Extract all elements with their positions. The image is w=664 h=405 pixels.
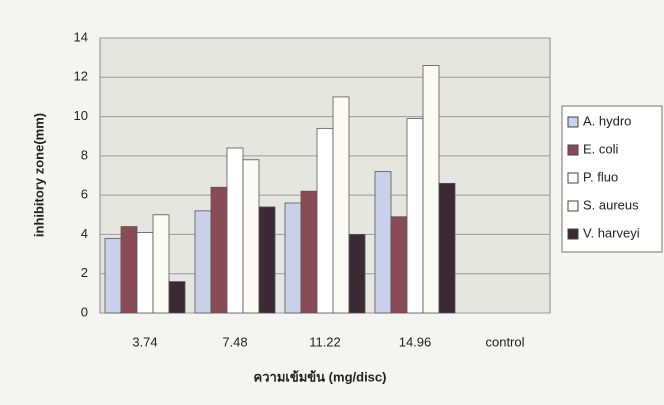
y-tick-label: 4	[81, 226, 88, 241]
y-tick-label: 14	[74, 29, 88, 44]
legend-label: S. aureus	[583, 197, 639, 212]
y-axis-label: inhibitory zone(mm)	[31, 113, 46, 237]
x-tick-label: 3.74	[132, 334, 157, 349]
bar	[152, 214, 170, 314]
x-tick-label: 7.48	[222, 334, 247, 349]
legend-swatch	[567, 144, 579, 156]
bar	[194, 210, 212, 314]
y-tick-label: 0	[81, 304, 88, 319]
bar	[438, 182, 456, 314]
bar	[406, 118, 424, 314]
bar	[168, 281, 186, 314]
bar	[390, 216, 408, 314]
y-tick-label: 2	[81, 265, 88, 280]
legend-swatch	[567, 172, 579, 184]
legend	[561, 105, 663, 253]
x-tick-label: 14.96	[399, 334, 432, 349]
legend-label: A. hydro	[583, 113, 631, 128]
bar	[258, 206, 276, 314]
bar	[284, 202, 302, 314]
legend-label: E. coli	[583, 141, 619, 156]
legend-swatch	[567, 116, 579, 128]
x-tick-label: 11.22	[309, 334, 341, 349]
bar	[242, 159, 260, 314]
bar	[210, 186, 228, 314]
y-tick-label: 10	[74, 108, 88, 123]
y-tick-label: 8	[81, 147, 88, 162]
legend-label: V. harveyi	[583, 225, 640, 240]
bar	[332, 96, 350, 314]
bar	[422, 65, 440, 314]
legend-label: P. fluo	[583, 169, 618, 184]
bar	[136, 232, 154, 314]
legend-swatch	[567, 200, 579, 212]
x-tick-label: control	[485, 334, 524, 349]
y-tick-label: 12	[74, 69, 88, 84]
y-tick-label: 6	[81, 187, 88, 202]
bar	[300, 190, 318, 314]
x-axis-label: ความเข้มข้น (mg/disc)	[254, 369, 387, 384]
bar	[226, 147, 244, 314]
bar	[316, 127, 334, 314]
bar	[348, 234, 366, 314]
legend-swatch	[567, 228, 579, 240]
bar	[374, 171, 392, 314]
bar	[104, 237, 122, 314]
bar	[120, 226, 138, 314]
